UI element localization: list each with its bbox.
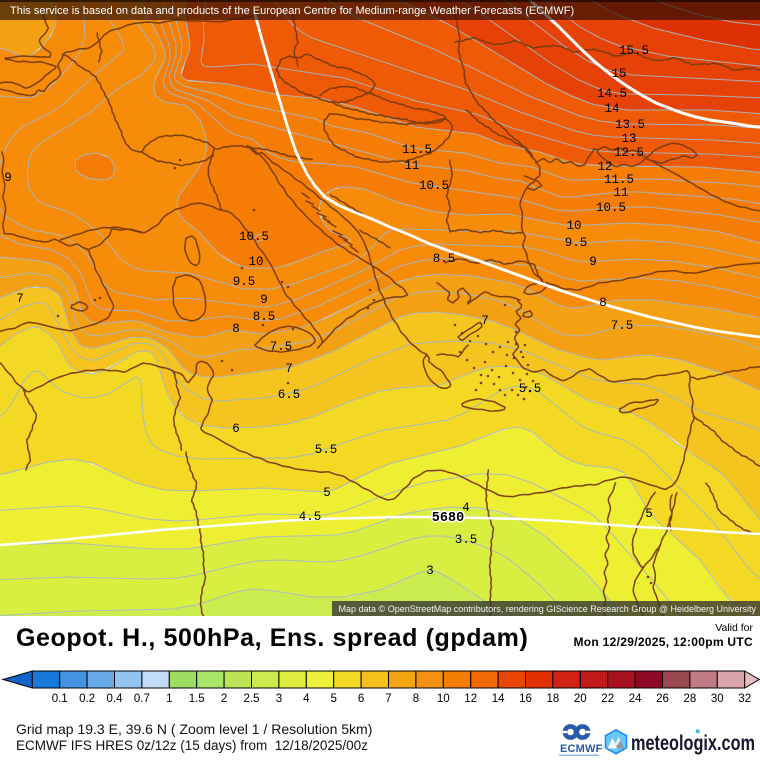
svg-text:10: 10 — [566, 219, 581, 233]
svg-text:11.5: 11.5 — [604, 173, 634, 187]
svg-text:12: 12 — [597, 160, 612, 174]
svg-text:10.5: 10.5 — [419, 179, 449, 193]
svg-text:14: 14 — [604, 102, 619, 116]
svg-text:9: 9 — [260, 293, 268, 307]
svg-text:12.5: 12.5 — [614, 146, 644, 160]
svg-text:3.5: 3.5 — [455, 533, 478, 547]
svg-text:14.5: 14.5 — [597, 87, 627, 101]
svg-text:5.5: 5.5 — [315, 443, 338, 457]
svg-text:5: 5 — [330, 693, 336, 705]
svg-text:30: 30 — [711, 693, 724, 705]
svg-text:1.5: 1.5 — [189, 693, 205, 705]
svg-text:9.5: 9.5 — [233, 275, 256, 289]
svg-text:7: 7 — [285, 362, 293, 376]
svg-text:2: 2 — [221, 693, 227, 705]
svg-text:ECMWF: ECMWF — [560, 743, 603, 755]
svg-text:8: 8 — [232, 322, 240, 336]
svg-text:6: 6 — [232, 422, 240, 436]
svg-text:13.5: 13.5 — [615, 118, 645, 132]
svg-text:22: 22 — [601, 693, 614, 705]
svg-text:13: 13 — [621, 132, 636, 146]
svg-text:18: 18 — [547, 693, 560, 705]
svg-text:12: 12 — [464, 693, 477, 705]
svg-text:8.5: 8.5 — [433, 252, 456, 266]
svg-text:11: 11 — [613, 186, 628, 200]
svg-text:16: 16 — [519, 693, 532, 705]
svg-text:28: 28 — [684, 693, 697, 705]
svg-text:20: 20 — [574, 693, 587, 705]
svg-text:0.4: 0.4 — [107, 693, 124, 705]
svg-text:5: 5 — [645, 507, 653, 521]
svg-text:1: 1 — [166, 693, 172, 705]
svg-text:5680: 5680 — [432, 511, 464, 526]
svg-text:4: 4 — [303, 693, 310, 705]
svg-text:10: 10 — [437, 693, 450, 705]
svg-text:24: 24 — [629, 693, 642, 705]
svg-text:7: 7 — [16, 292, 24, 306]
svg-text:11: 11 — [404, 159, 419, 173]
svg-text:0.2: 0.2 — [79, 693, 95, 705]
svg-text:14: 14 — [492, 693, 505, 705]
svg-text:6: 6 — [358, 693, 364, 705]
svg-text:0.1: 0.1 — [52, 693, 68, 705]
svg-text:8: 8 — [413, 693, 419, 705]
svg-text:Map data © OpenStreetMap contr: Map data © OpenStreetMap contributors, r… — [339, 604, 757, 614]
svg-text:11.5: 11.5 — [402, 143, 432, 157]
svg-text:7.5: 7.5 — [611, 319, 634, 333]
svg-text:10.5: 10.5 — [239, 230, 269, 244]
svg-text:5.5: 5.5 — [519, 382, 542, 396]
svg-text:3: 3 — [426, 564, 434, 578]
svg-text:7: 7 — [385, 693, 391, 705]
svg-text:15.5: 15.5 — [619, 44, 649, 58]
svg-text:15: 15 — [611, 67, 626, 81]
svg-text:7.5: 7.5 — [270, 340, 293, 354]
svg-text:3: 3 — [276, 693, 282, 705]
svg-text:4: 4 — [462, 501, 470, 515]
svg-text:9: 9 — [4, 171, 12, 185]
svg-text:7: 7 — [481, 314, 489, 328]
svg-text:26: 26 — [656, 693, 669, 705]
svg-text:10: 10 — [248, 255, 263, 269]
svg-text:meteologix.com: meteologix.com — [631, 732, 755, 755]
svg-text:4.5: 4.5 — [299, 510, 322, 524]
svg-text:0.7: 0.7 — [134, 693, 150, 705]
svg-text:32: 32 — [738, 693, 751, 705]
svg-text:8: 8 — [599, 296, 607, 310]
svg-text:6.5: 6.5 — [278, 388, 301, 402]
svg-text:9.5: 9.5 — [565, 236, 588, 250]
svg-text:10.5: 10.5 — [596, 201, 626, 215]
svg-text:2.5: 2.5 — [244, 693, 260, 705]
svg-text:5: 5 — [323, 486, 331, 500]
svg-text:8.5: 8.5 — [253, 310, 276, 324]
svg-text:This service is based on data: This service is based on data and produc… — [10, 5, 574, 17]
svg-text:9: 9 — [589, 255, 597, 269]
